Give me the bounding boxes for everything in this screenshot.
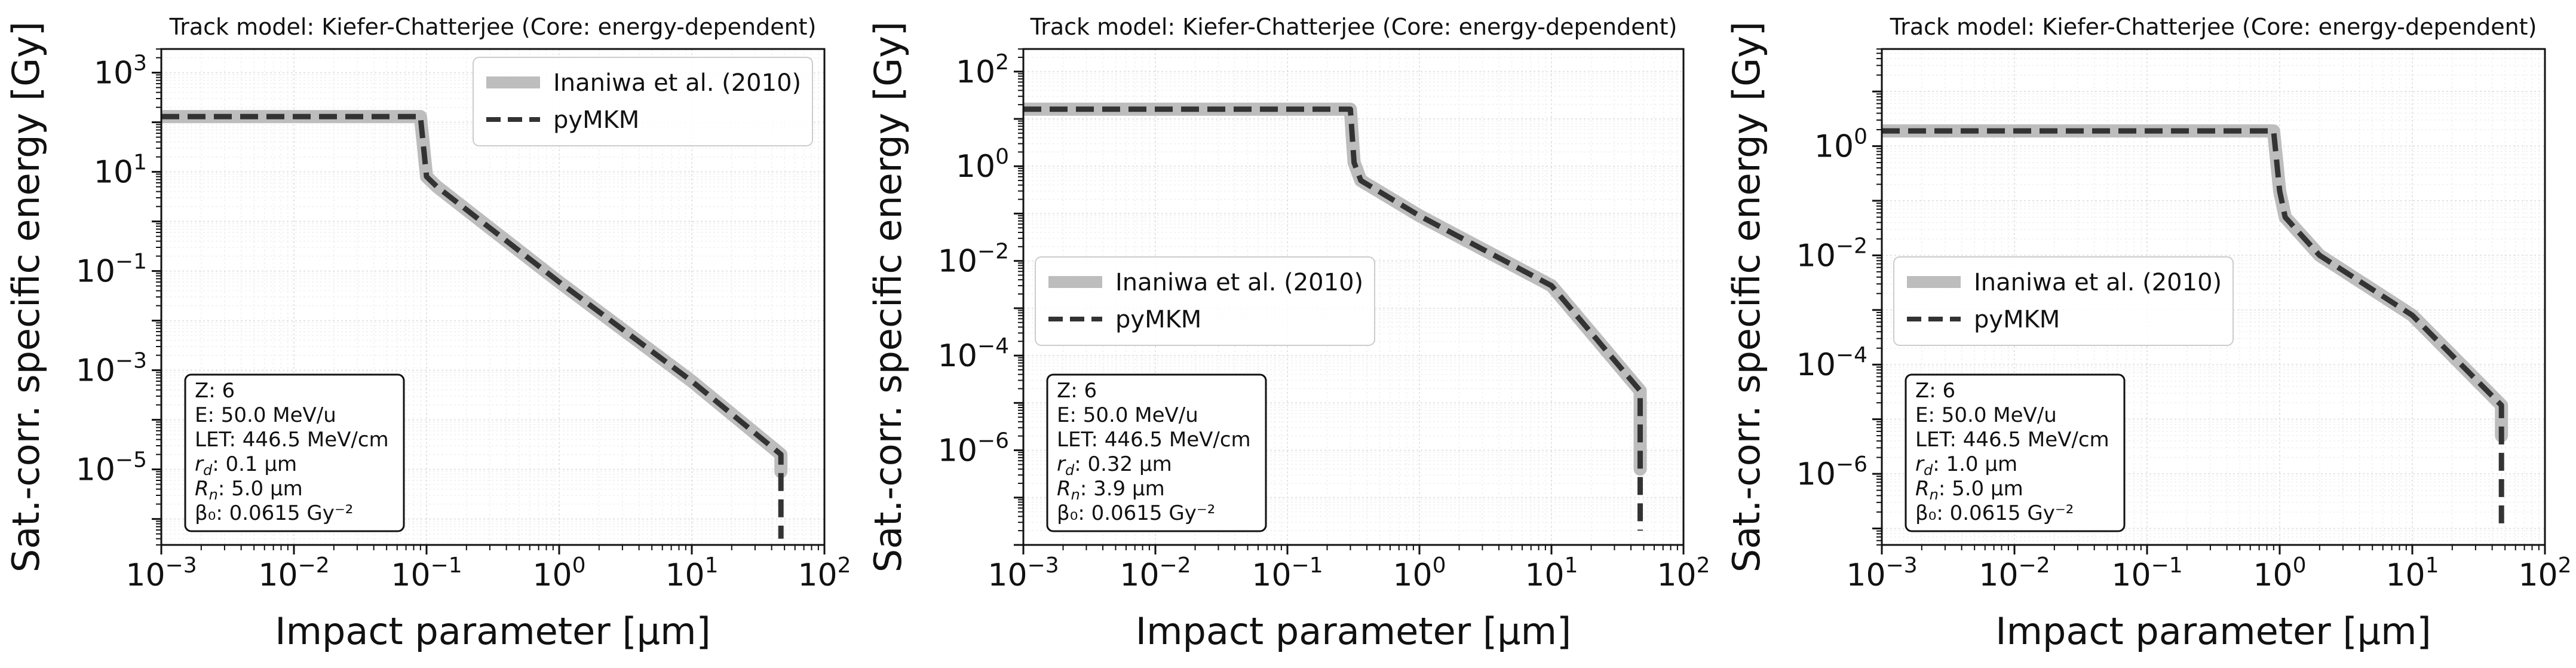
plot-frame xyxy=(1881,48,2546,546)
y-tick-label: 10−2 xyxy=(1796,234,1867,274)
annotation-frame xyxy=(1905,373,2126,532)
x-tick-label: 102 xyxy=(1657,553,1710,593)
annotation-line: Rn: 3.9 μm xyxy=(1057,477,1165,503)
annotation-frame xyxy=(1046,373,1267,532)
series-group xyxy=(161,110,788,539)
annotation-line: LET: 446.5 MeV/cm xyxy=(1915,428,2109,452)
series-group xyxy=(1023,102,1647,531)
x-tick-label: 100 xyxy=(1393,553,1446,593)
x-tick-label: 101 xyxy=(2385,553,2439,593)
x-tick-label: 10−2 xyxy=(1979,553,2050,593)
legend-label: pyMKM xyxy=(1115,306,1201,333)
x-tick-label: 10−3 xyxy=(1846,553,1917,593)
legend-label: pyMKM xyxy=(553,106,639,134)
y-axis: 10−6 10−4 10−2 100 102 xyxy=(938,48,1023,546)
annotation-frame xyxy=(184,373,405,532)
legend-label: pyMKM xyxy=(1974,306,2060,333)
annotation-line: LET: 446.5 MeV/cm xyxy=(1057,428,1251,452)
chart-panel-3: 10−3 10−2 10−1 100 101 102 10−6 10−4 10−2 100 Trac… xyxy=(1725,14,2572,653)
legend-box xyxy=(1035,256,1375,346)
series-group xyxy=(1882,124,2508,529)
legend: Inaniwa et al. (2010) pyMKM xyxy=(1893,256,2234,346)
series-line-pymkm xyxy=(161,114,784,539)
y-axis-label: Sat.-corr. specific energy [Gy] xyxy=(1725,22,1768,572)
annotation-line: rd: 0.1 μm xyxy=(195,452,297,479)
chart-panel-1: 10−3 10−2 10−1 100 101 102 10−5 10−3 10−1 101 103 T… xyxy=(4,14,851,653)
y-tick-label: 100 xyxy=(1814,125,1867,165)
x-tick-label: 101 xyxy=(1525,553,1578,593)
y-axis-label: Sat.-corr. specific energy [Gy] xyxy=(4,22,48,572)
y-tick-label: 10−6 xyxy=(938,429,1009,469)
y-tick-label: 10−6 xyxy=(1796,452,1867,492)
x-tick-label: 100 xyxy=(2253,553,2306,593)
annotation-line: E: 50.0 MeV/u xyxy=(1915,403,2057,427)
x-tick-label: 10−3 xyxy=(125,553,197,593)
y-tick-label: 103 xyxy=(94,51,147,91)
series-line-pymkm xyxy=(1023,106,1643,531)
y-tick-label: 102 xyxy=(956,50,1009,90)
chart-title: Track model: Kiefer-Chatterjee (Core: en… xyxy=(1890,14,2537,40)
legend-box xyxy=(1893,256,2234,346)
annotation-line: β₀: 0.0615 Gy⁻² xyxy=(195,501,353,525)
series-line-pymkm xyxy=(1882,128,2504,529)
y-tick-label: 100 xyxy=(956,145,1009,185)
x-tick-label: 10−1 xyxy=(1252,553,1323,593)
x-axis: 10−3 10−2 10−1 100 101 102 xyxy=(125,545,851,593)
legend: Inaniwa et al. (2010) pyMKM xyxy=(1035,256,1375,346)
annotation-line: LET: 446.5 MeV/cm xyxy=(195,428,389,452)
x-axis: 10−3 10−2 10−1 100 101 102 xyxy=(1846,545,2572,593)
annotation-line: β₀: 0.0615 Gy⁻² xyxy=(1915,501,2074,525)
y-axis: 10−6 10−4 10−2 100 xyxy=(1796,48,1882,546)
legend-label: Inaniwa et al. (2010) xyxy=(1115,269,1363,296)
x-tick-label: 102 xyxy=(2518,553,2571,593)
annotation-line: Z: 6 xyxy=(195,379,235,403)
annotation-line: rd: 0.32 μm xyxy=(1057,452,1172,479)
x-tick-label: 10−2 xyxy=(258,553,329,593)
y-tick-label: 10−4 xyxy=(938,334,1009,374)
annotation-line: Rn: 5.0 μm xyxy=(195,477,303,503)
legend: Inaniwa et al. (2010) pyMKM xyxy=(473,57,813,146)
x-axis: 10−3 10−2 10−1 100 101 102 xyxy=(988,545,1710,593)
y-tick-label: 10−2 xyxy=(938,240,1009,280)
x-tick-label: 10−3 xyxy=(988,553,1059,593)
chart-title: Track model: Kiefer-Chatterjee (Core: en… xyxy=(1030,14,1678,40)
x-axis-label: Impact parameter [μm] xyxy=(275,609,710,653)
x-tick-label: 10−1 xyxy=(2111,553,2182,593)
annotation-line: β₀: 0.0615 Gy⁻² xyxy=(1057,501,1215,525)
legend-label: Inaniwa et al. (2010) xyxy=(553,69,801,97)
x-tick-label: 10−2 xyxy=(1120,553,1191,593)
x-tick-label: 102 xyxy=(798,553,851,593)
x-tick-label: 101 xyxy=(665,553,718,593)
legend-label: Inaniwa et al. (2010) xyxy=(1974,269,2222,296)
y-tick-label: 10−5 xyxy=(76,448,147,488)
y-tick-label: 10−3 xyxy=(76,349,147,389)
y-axis-label: Sat.-corr. specific energy [Gy] xyxy=(866,22,910,572)
y-tick-label: 10−4 xyxy=(1796,343,1867,383)
legend-box xyxy=(473,57,813,146)
annotation-line: Z: 6 xyxy=(1057,379,1097,403)
annotation-line: E: 50.0 MeV/u xyxy=(195,403,336,427)
annotation-line: Rn: 5.0 μm xyxy=(1915,477,2023,503)
x-tick-label: 100 xyxy=(532,553,585,593)
x-tick-label: 10−1 xyxy=(391,553,462,593)
y-tick-label: 101 xyxy=(94,151,147,191)
y-tick-label: 10−1 xyxy=(76,250,147,290)
annotation-line: Z: 6 xyxy=(1915,379,1955,403)
y-axis: 10−5 10−3 10−1 101 103 xyxy=(76,48,161,546)
chart-title: Track model: Kiefer-Chatterjee (Core: en… xyxy=(169,14,817,40)
x-axis-label: Impact parameter [μm] xyxy=(1136,609,1571,653)
plot-frame xyxy=(1022,48,1685,546)
chart-panel-2: 10−3 10−2 10−1 100 101 102 10−6 10−4 10−2 100 102 T… xyxy=(866,14,1710,653)
annotation-line: rd: 1.0 μm xyxy=(1915,452,2017,479)
x-axis-label: Impact parameter [μm] xyxy=(1995,609,2431,653)
annotation-line: E: 50.0 MeV/u xyxy=(1057,403,1198,427)
